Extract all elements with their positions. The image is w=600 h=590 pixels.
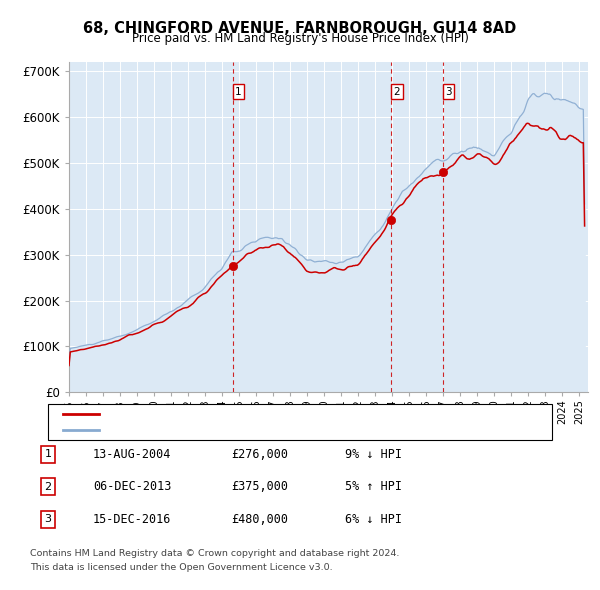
Text: 13-AUG-2004: 13-AUG-2004: [93, 448, 172, 461]
Text: 3: 3: [445, 87, 452, 97]
Text: 3: 3: [44, 514, 52, 524]
Text: £375,000: £375,000: [231, 480, 288, 493]
Text: 68, CHINGFORD AVENUE, FARNBOROUGH, GU14 8AD: 68, CHINGFORD AVENUE, FARNBOROUGH, GU14 …: [83, 21, 517, 35]
Text: This data is licensed under the Open Government Licence v3.0.: This data is licensed under the Open Gov…: [30, 563, 332, 572]
Text: 9% ↓ HPI: 9% ↓ HPI: [345, 448, 402, 461]
Text: 2: 2: [44, 482, 52, 491]
Text: 1: 1: [235, 87, 242, 97]
Text: 06-DEC-2013: 06-DEC-2013: [93, 480, 172, 493]
Text: 15-DEC-2016: 15-DEC-2016: [93, 513, 172, 526]
Text: HPI: Average price, detached house, Rushmoor: HPI: Average price, detached house, Rush…: [105, 425, 350, 435]
Text: Contains HM Land Registry data © Crown copyright and database right 2024.: Contains HM Land Registry data © Crown c…: [30, 549, 400, 558]
Text: £276,000: £276,000: [231, 448, 288, 461]
Text: £480,000: £480,000: [231, 513, 288, 526]
Text: 1: 1: [44, 450, 52, 459]
Text: 68, CHINGFORD AVENUE, FARNBOROUGH, GU14 8AD (detached house): 68, CHINGFORD AVENUE, FARNBOROUGH, GU14 …: [105, 409, 476, 419]
Text: Price paid vs. HM Land Registry's House Price Index (HPI): Price paid vs. HM Land Registry's House …: [131, 32, 469, 45]
Text: 5% ↑ HPI: 5% ↑ HPI: [345, 480, 402, 493]
Text: 2: 2: [394, 87, 400, 97]
Text: 6% ↓ HPI: 6% ↓ HPI: [345, 513, 402, 526]
